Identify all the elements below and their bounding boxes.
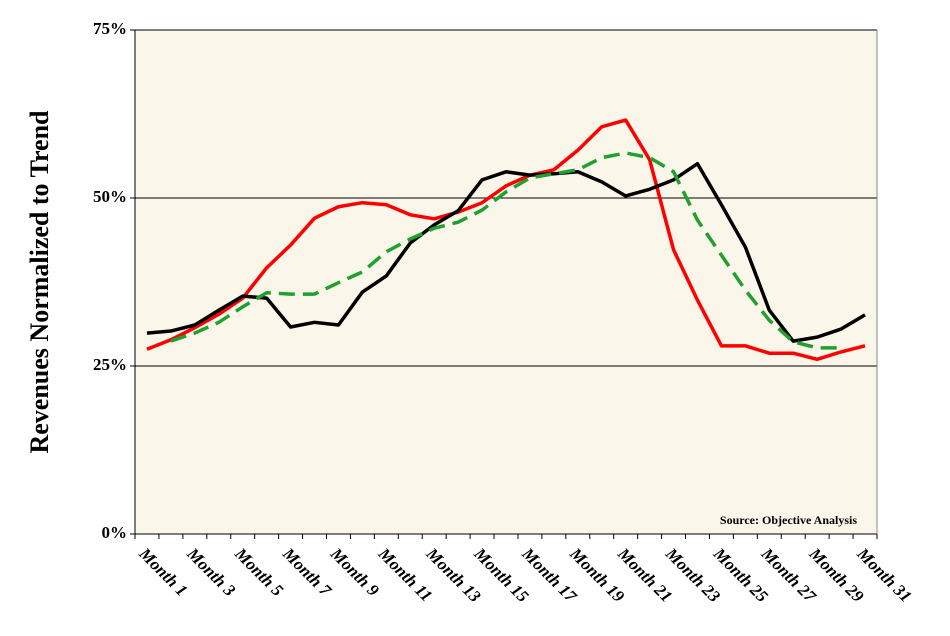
y-axis-label: Revenues Normalized to Trend [25,110,54,454]
series-line [170,151,842,350]
y-tick-label: 75% [93,19,127,38]
x-tick-label: Month 3 [183,543,240,600]
y-tick-label: 50% [93,187,127,206]
y-tick-label: 0% [102,523,128,542]
y-tick-label: 25% [93,355,127,374]
series-line [146,118,866,362]
series-line [146,161,866,343]
plot-background [135,30,877,534]
x-tick-label: Month 7 [278,543,336,601]
x-tick-label: Month 1 [135,543,192,600]
x-tick-label: Month 9 [326,543,383,600]
source-note: Source: Objective Analysis [720,513,857,527]
x-tick-label: Month 5 [230,543,287,600]
